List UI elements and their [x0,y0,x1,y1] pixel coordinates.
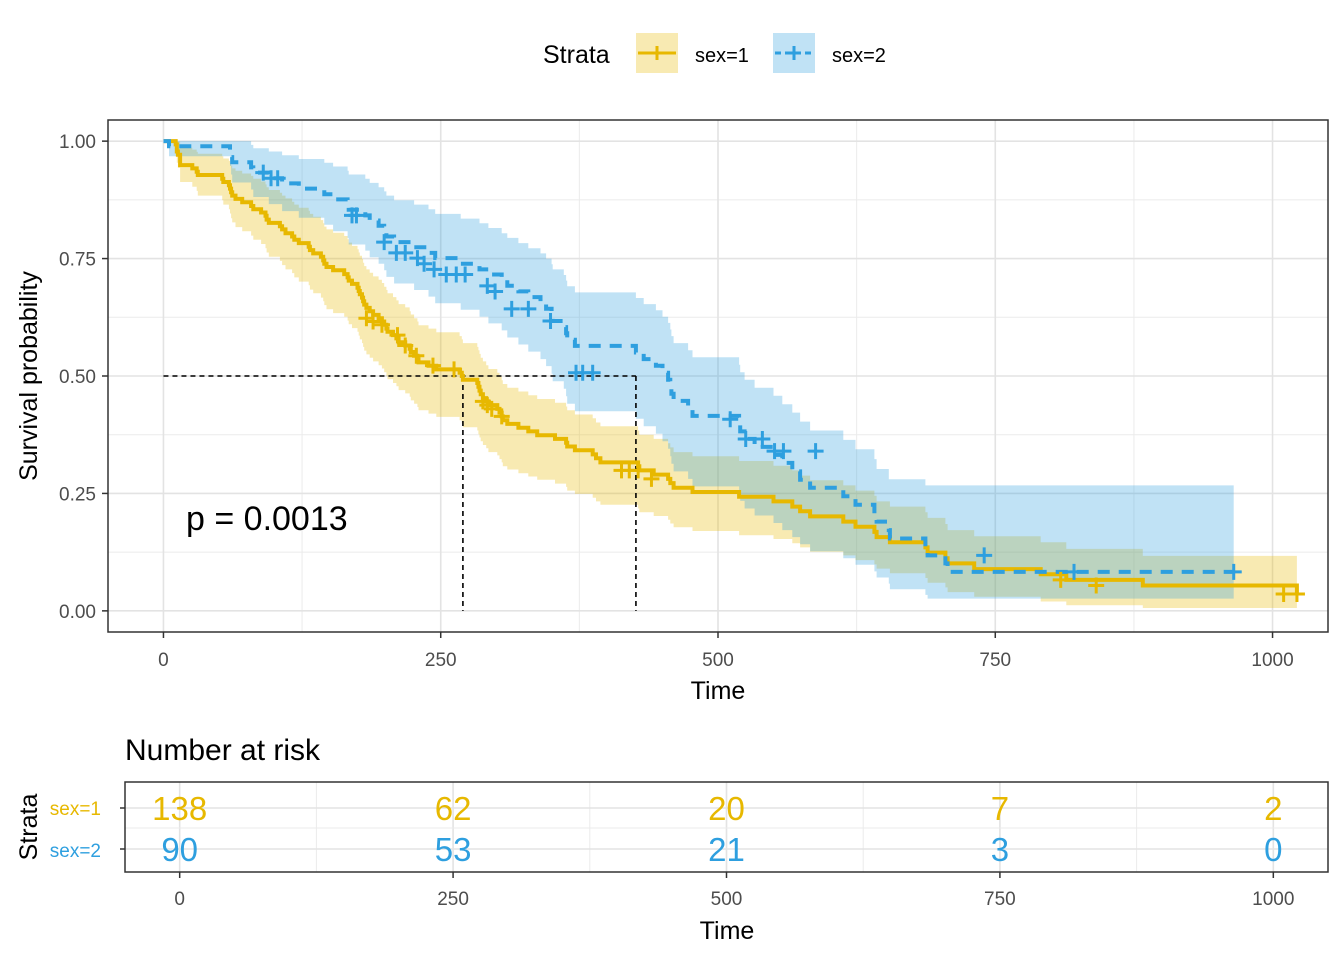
censor-mark-sex1 [408,347,425,364]
legend-label-sex2: sex=2 [832,45,886,67]
risk-cell-sex2: 53 [435,831,472,868]
risk-x-axis-title: Time [700,917,755,945]
risk-x-tick-label: 1000 [1252,889,1294,910]
censor-mark-sex2 [775,443,792,460]
x-tick-label: 1000 [1251,650,1293,671]
p-value-annotation: p = 0.0013 [186,500,348,538]
risk-cell-sex1: 62 [435,790,472,827]
censor-mark-sex1 [365,313,382,330]
risk-table-grid [125,782,1328,872]
censor-mark-sex2 [722,411,739,428]
ci-band-sex2 [163,141,1234,599]
x-axis-ticks: 0 250 500 750 1000 [158,632,1294,671]
censor-mark-sex1 [630,462,647,479]
censor-mark-sex1 [389,327,406,344]
censor-mark-sex2 [426,261,443,278]
legend-key-sex2-censor [787,46,801,60]
y-axis-ticks: 0.00 0.25 0.50 0.75 1.00 [59,132,108,623]
censor-mark-sex2 [542,313,559,330]
censor-mark-sex2 [503,300,520,317]
censor-mark-sex1 [1288,585,1305,602]
risk-x-tick-label: 0 [174,889,185,910]
censor-mark-sex2 [807,443,824,460]
censor-mark-sex1 [483,400,500,417]
confidence-bands [163,141,1297,608]
censor-mark-sex1 [373,316,390,333]
risk-table-title: Number at risk [125,734,321,767]
risk-cell-sex1: 20 [708,790,745,827]
censor-mark-sex1 [446,361,463,378]
y-tick-label: 0.25 [59,484,96,505]
legend: Strata sex=1 sex=2 [543,33,886,73]
risk-cell-sex1: 7 [991,790,1009,827]
risk-cell-sex1: 2 [1264,790,1282,827]
main-grid [108,120,1328,632]
x-tick-label: 500 [702,650,734,671]
censor-mark-sex2 [348,207,365,224]
survival-panel: 0.00 0.25 0.50 0.75 1.00 0 250 500 750 1000 p = … [15,119,1329,705]
risk-cell-sex2: 3 [991,831,1009,868]
y-tick-label: 0.00 [59,602,96,623]
censor-mark-sex1 [643,470,660,487]
legend-key-sex1-censor [650,46,664,60]
censor-mark-sex1 [1088,577,1105,594]
censor-mark-sex2 [754,430,771,447]
median-lines [163,375,637,611]
risk-cell-sex2: 21 [708,831,745,868]
censor-mark-sex2 [416,255,433,272]
x-tick-label: 0 [158,650,169,671]
censor-mark-sex2 [376,234,393,251]
censor-mark-sex2 [269,170,286,187]
censor-mark-sex2 [1066,563,1083,580]
x-tick-label: 750 [979,650,1011,671]
censor-marks [255,164,1305,602]
y-axis-title: Survival probability [15,271,43,481]
censor-mark-sex1 [424,357,441,374]
legend-label-sex1: sex=1 [695,45,749,67]
risk-table: Number at risk 138 62 20 7 2 90 53 21 3 0 sex=1 s… [15,734,1329,945]
censor-mark-sex1 [1052,571,1069,588]
risk-cell-sex2: 90 [161,831,198,868]
risk-x-tick-label: 750 [984,889,1016,910]
risk-cell-sex2: 0 [1264,831,1282,868]
censor-mark-sex2 [584,364,601,381]
risk-x-tick-label: 500 [711,889,743,910]
risk-y-axis-title: Strata [15,794,43,861]
risk-x-axis-ticks: 0 250 500 750 1000 [174,872,1294,910]
legend-title: Strata [543,41,610,69]
risk-row-label-sex1: sex=1 [50,799,101,820]
x-tick-label: 250 [425,650,457,671]
censor-mark-sex1 [493,408,510,425]
censor-mark-sex2 [397,244,414,261]
censor-mark-sex2 [520,300,537,317]
x-axis-title: Time [691,677,746,705]
censor-mark-sex2 [1225,563,1242,580]
survival-curve-sex2 [163,139,1234,574]
censor-mark-sex1 [397,337,414,354]
risk-x-tick-label: 250 [437,889,469,910]
risk-table-cells: 138 62 20 7 2 90 53 21 3 0 [152,790,1282,868]
censor-mark-sex2 [737,430,754,447]
risk-row-label-sex2: sex=2 [50,841,101,862]
y-tick-label: 0.75 [59,250,96,271]
ci-band-sex1 [163,141,1297,608]
censor-mark-sex2 [487,283,504,300]
y-tick-label: 0.50 [59,367,96,388]
risk-cell-sex1: 138 [152,790,207,827]
censor-mark-sex2 [457,266,474,283]
y-tick-label: 1.00 [59,132,96,153]
censor-mark-sex2 [976,547,993,564]
